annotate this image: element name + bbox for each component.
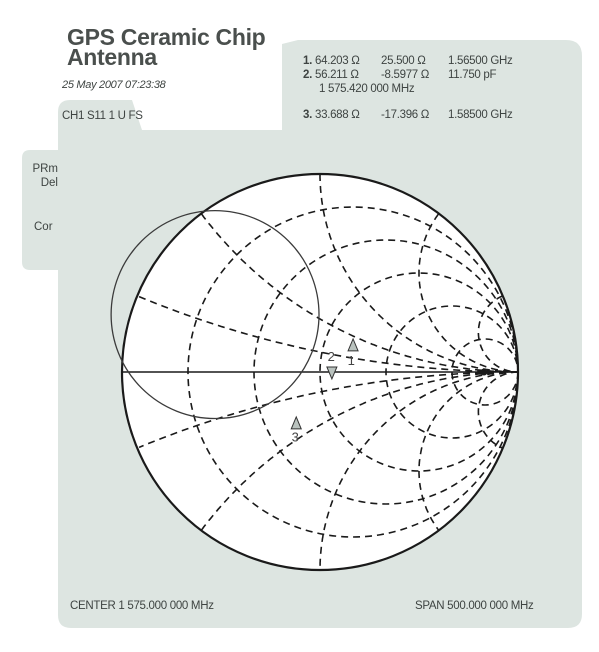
reactance-arc — [138, 371, 518, 449]
marker-2-triangle — [326, 366, 338, 381]
marker-number: 1. — [303, 55, 312, 67]
timestamp: 25 May 2007 07:23:38 — [62, 79, 166, 91]
marker-2-frequency: 1 575.420 000 MHz — [319, 83, 415, 95]
s11-trace-curve — [110, 209, 320, 420]
center-frequency: CENTER 1 575.000 000 MHz — [70, 600, 214, 612]
reactance-arc — [418, 371, 518, 531]
smith-chart-outline — [120, 172, 520, 572]
marker-1-triangle — [347, 337, 359, 352]
chart-title-line1: GPS Ceramic Chip — [67, 24, 266, 50]
open-circuit-point — [480, 368, 488, 376]
marker-extra: 1.58500 GHz — [448, 109, 513, 121]
side-label-cor[interactable]: Cor — [34, 221, 53, 233]
s11-trace — [110, 209, 320, 420]
marker-3-label: 3 — [292, 429, 299, 444]
marker-resistance: 56.211 Ω — [315, 69, 359, 81]
reactance-arc — [200, 371, 518, 531]
reactance-arc — [138, 295, 518, 373]
marker-reactance: 25.500 Ω — [381, 55, 426, 67]
marker-resistance: 64.203 Ω — [315, 55, 360, 67]
marker-2-label: 2 — [328, 349, 335, 364]
reactance-arc — [319, 174, 518, 373]
side-label-prm[interactable]: PRm — [32, 163, 58, 175]
channel-label: CH1 S11 1 U FS — [62, 110, 143, 122]
unit-circle — [120, 172, 520, 572]
reactance-arc — [319, 371, 518, 570]
marker-number: 2. — [303, 69, 312, 81]
reactance-arc — [200, 213, 518, 373]
marker-readout-1: 1. 64.203 Ω 25.500 Ω 1.56500 GHz — [303, 55, 513, 68]
reactance-arc — [418, 213, 518, 373]
marker-resistance: 33.688 Ω — [315, 109, 360, 121]
marker-reactance: -8.5977 Ω — [381, 69, 430, 81]
marker-readout-3: 3. 33.688 Ω -17.396 Ω 1.58500 GHz — [303, 109, 513, 122]
marker-readout-2: 2. 56.211 Ω -8.5977 Ω 11.750 pF — [303, 69, 497, 82]
marker-1-label: 1 — [348, 353, 355, 368]
side-label-del[interactable]: Del — [40, 177, 58, 189]
marker-number: 3. — [303, 109, 312, 121]
marker-extra: 11.750 pF — [448, 69, 497, 81]
marker-extra: 1.56500 GHz — [448, 55, 513, 67]
side-softkey-tab — [22, 150, 58, 270]
smith-chart: 12 3 — [110, 172, 520, 572]
marker-symbols: 12 3 — [290, 337, 359, 444]
reactance-arc — [477, 295, 518, 373]
chart-title-line2: Antenna — [67, 44, 157, 70]
reactance-arc — [477, 371, 518, 449]
span-frequency: SPAN 500.000 000 MHz — [415, 600, 534, 612]
marker-reactance: -17.396 Ω — [381, 109, 430, 121]
marker-3-triangle — [290, 415, 302, 430]
